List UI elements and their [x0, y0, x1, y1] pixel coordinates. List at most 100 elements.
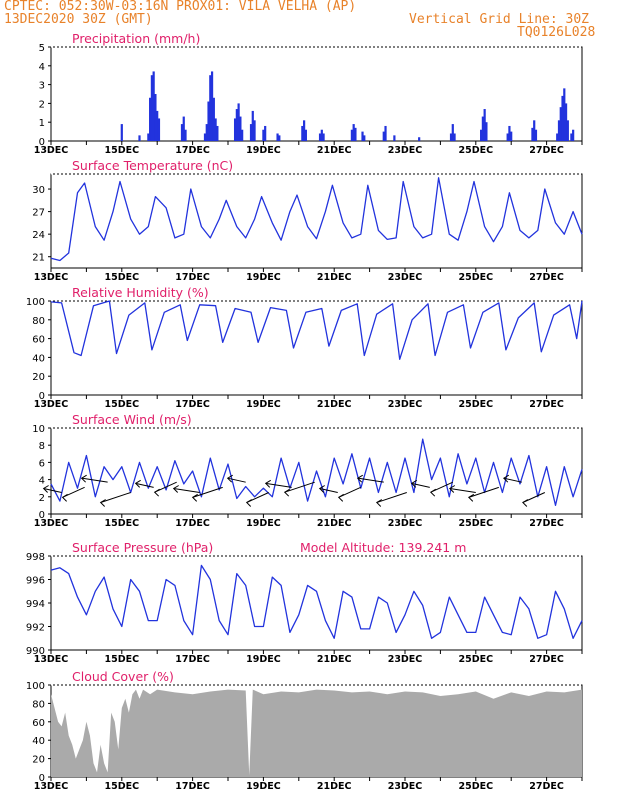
precip-bar [214, 118, 217, 141]
panel-title: Surface Wind (m/s) [72, 412, 192, 427]
x-tick-label: 25DEC [459, 272, 494, 283]
precip-bar [480, 129, 483, 141]
precip-bar [566, 120, 569, 141]
x-tick-label: 17DEC [175, 272, 210, 283]
y-tick-label: 0 [39, 773, 45, 784]
precip-bar [276, 133, 279, 141]
precip-bar [184, 129, 187, 141]
x-tick-label: 15DEC [105, 145, 140, 156]
panel-frame [50, 173, 583, 269]
panel-annotation: Model Altitude: 139.241 m [300, 540, 466, 555]
y-tick-label: 1 [39, 118, 45, 129]
precip-bar [563, 88, 566, 141]
precip-bar [301, 125, 304, 141]
precip-bar [453, 133, 456, 141]
precip-bar [363, 135, 366, 141]
y-tick-label: 21 [32, 253, 45, 264]
header-datetime: 13DEC2020 30Z (GMT) [4, 12, 153, 27]
x-tick-label: 17DEC [175, 781, 210, 792]
x-tick-label: 15DEC [105, 399, 140, 410]
panel-frame [50, 555, 583, 651]
precip-bar [382, 131, 385, 141]
precip-bar [156, 110, 159, 141]
y-tick-label: 6 [39, 458, 45, 469]
x-tick-label: 25DEC [459, 654, 494, 665]
y-tick-label: 30 [32, 185, 45, 196]
wind-vector-head [448, 485, 456, 493]
precip-bar [322, 133, 325, 141]
precip-bar [531, 127, 534, 141]
y-tick-label: 27 [32, 208, 45, 219]
y-tick-label: 4 [39, 62, 45, 73]
wind-vector [319, 488, 338, 493]
y-tick-label: 40 [32, 736, 45, 747]
precip-bar [241, 129, 244, 141]
wind-vector [376, 492, 407, 503]
x-tick-label: 13DEC [34, 518, 69, 529]
x-tick-label: 13DEC [34, 272, 69, 283]
wind-vector [81, 477, 108, 483]
precip-bar [203, 133, 207, 141]
precip-bar [152, 71, 155, 141]
precip-bar [233, 118, 237, 141]
precip-bar [556, 133, 559, 141]
x-tick-label: 15DEC [105, 518, 140, 529]
wind-vector-head [80, 474, 87, 483]
y-tick-label: 996 [26, 576, 45, 587]
panel-title: Cloud Cover (%) [72, 669, 174, 684]
precip-bar [481, 116, 484, 141]
precip-bar [253, 120, 256, 141]
y-tick-label: 60 [32, 718, 45, 729]
wind-vector-head [410, 479, 418, 488]
y-tick-label: 40 [32, 353, 45, 364]
precip-bar [508, 125, 511, 141]
panel-title: Precipitation (mm/h) [72, 31, 200, 46]
precip-bar [180, 124, 184, 141]
wind-vector-head [264, 479, 271, 488]
precip-bar [150, 75, 153, 141]
panel-frame [50, 300, 583, 396]
y-tick-label: 0 [39, 510, 45, 521]
precip-bar [418, 137, 421, 141]
precip-bar [304, 129, 307, 141]
wind-vector-head [153, 488, 160, 497]
precip-bar [239, 116, 242, 141]
x-tick-label: 27DEC [529, 781, 564, 792]
precip-bar [212, 97, 215, 141]
y-tick-label: 998 [26, 552, 45, 563]
wind-vector-head [61, 493, 68, 502]
x-tick-label: 21DEC [317, 654, 352, 665]
panel-frame [50, 46, 583, 142]
precip-bar [149, 97, 152, 141]
x-tick-label: 19DEC [246, 781, 281, 792]
y-tick-label: 5 [39, 43, 45, 54]
y-tick-label: 994 [26, 599, 45, 610]
precip-bar [154, 94, 157, 141]
wind-vector-head [356, 474, 364, 483]
wind-vector [449, 488, 476, 493]
precip-bar [393, 135, 396, 141]
precip-bar [251, 110, 254, 141]
precip-bar [557, 120, 561, 141]
y-tick-label: 80 [32, 699, 45, 710]
wind-vector [284, 481, 315, 493]
header-model-code: TQ0126L028 [517, 25, 596, 40]
y-tick-label: 0 [39, 391, 45, 402]
series-line [50, 177, 583, 262]
x-tick-label: 17DEC [175, 399, 210, 410]
precip-bar [354, 127, 357, 141]
precip-bar [318, 133, 322, 141]
x-tick-label: 19DEC [246, 654, 281, 665]
precip-bar [303, 120, 306, 141]
x-tick-label: 27DEC [529, 145, 564, 156]
series-line [50, 564, 583, 639]
wind-vector-head [318, 485, 325, 493]
precip-bar [138, 135, 141, 141]
wind-vector [503, 477, 522, 483]
wind-vector [357, 477, 384, 483]
precip-bar [533, 120, 536, 141]
header-vertical-grid: Vertical Grid Line: 30Z [409, 12, 590, 27]
x-tick-label: 13DEC [34, 399, 69, 410]
precip-bar [350, 129, 353, 141]
precip-bar [182, 116, 185, 141]
